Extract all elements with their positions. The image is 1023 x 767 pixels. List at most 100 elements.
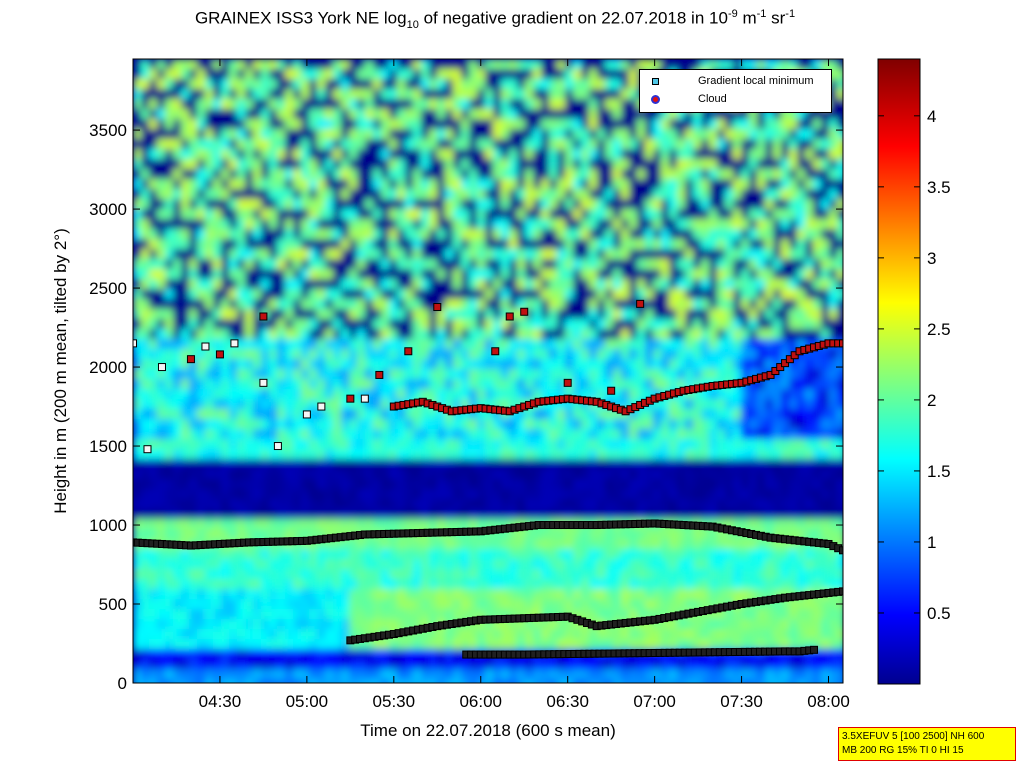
heatmap-cell (557, 89, 566, 100)
heatmap-cell (573, 359, 582, 370)
heatmap-cell (341, 329, 350, 340)
heatmap-cell (613, 489, 622, 500)
heatmap-cell (829, 399, 838, 410)
heatmap-cell (197, 609, 206, 620)
heatmap-cell (485, 329, 494, 340)
heatmap-cell (541, 359, 550, 370)
heatmap-cell (341, 449, 350, 460)
heatmap-cell (429, 249, 438, 260)
heatmap-cell (189, 569, 198, 580)
heatmap-cell (797, 329, 806, 340)
heatmap-cell (317, 319, 326, 330)
heatmap-cell (677, 209, 686, 220)
heatmap-cell (629, 549, 638, 560)
heatmap-cell (837, 559, 843, 570)
heatmap-cell (653, 229, 662, 240)
heatmap-cell (573, 249, 582, 260)
heatmap-cell (517, 159, 526, 170)
heatmap-cell (557, 449, 566, 460)
heatmap-cell (365, 199, 374, 210)
heatmap-cell (165, 349, 174, 360)
heatmap-cell (229, 469, 238, 480)
heatmap-cell (709, 259, 718, 270)
heatmap-cell (701, 189, 710, 200)
heatmap-cell (493, 609, 502, 620)
heatmap-cell (477, 309, 486, 320)
heatmap-cell (429, 569, 438, 580)
heatmap-cell (309, 429, 318, 440)
heatmap-cell (549, 379, 558, 390)
heatmap-cell (197, 349, 206, 360)
heatmap-cell (837, 79, 843, 90)
heatmap-cell (309, 369, 318, 380)
heatmap-cell (645, 259, 654, 270)
heatmap-cell (221, 209, 230, 220)
heatmap-cell (141, 409, 150, 420)
heatmap-cell (373, 469, 382, 480)
heatmap-cell (821, 309, 830, 320)
heatmap-cell (349, 89, 358, 100)
heatmap-cell (581, 509, 590, 520)
heatmap-cell (533, 559, 542, 570)
heatmap-cell (293, 289, 302, 300)
heatmap-cell (621, 539, 630, 550)
heatmap-cell (229, 349, 238, 360)
heatmap-cell (677, 139, 686, 150)
heatmap-cell (525, 69, 534, 80)
heatmap-cell (261, 119, 270, 130)
heatmap-cell (413, 369, 422, 380)
heatmap-cell (213, 309, 222, 320)
heatmap-cell (149, 159, 158, 170)
heatmap-cell (805, 219, 814, 230)
heatmap-cell (781, 289, 790, 300)
heatmap-cell (285, 289, 294, 300)
heatmap-cell (773, 599, 782, 610)
heatmap-cell (349, 129, 358, 140)
heatmap-cell (221, 129, 230, 140)
heatmap-cell (157, 119, 166, 130)
heatmap-cell (701, 339, 710, 350)
heatmap-cell (661, 179, 670, 190)
heatmap-cell (253, 149, 262, 160)
heatmap-cell (541, 599, 550, 610)
heatmap-cell (485, 149, 494, 160)
heatmap-cell (357, 309, 366, 320)
heatmap-cell (581, 389, 590, 400)
heatmap-cell (309, 519, 318, 530)
heatmap-cell (629, 599, 638, 610)
heatmap-cell (709, 449, 718, 460)
heatmap-cell (709, 199, 718, 210)
heatmap-cell (365, 229, 374, 240)
heatmap-cell (309, 279, 318, 290)
heatmap-cell (285, 489, 294, 500)
heatmap-cell (725, 419, 734, 430)
heatmap-cell (277, 129, 286, 140)
heatmap-cell (461, 259, 470, 270)
heatmap-cell (653, 289, 662, 300)
heatmap-cell (733, 239, 742, 250)
heatmap-cell (213, 589, 222, 600)
heatmap-cell (205, 389, 214, 400)
heatmap-cell (501, 569, 510, 580)
heatmap-cell (277, 149, 286, 160)
heatmap-cell (213, 209, 222, 220)
heatmap-cell (733, 159, 742, 170)
heatmap-cell (269, 389, 278, 400)
heatmap-cell (277, 469, 286, 480)
heatmap-cell (261, 399, 270, 410)
heatmap-cell (141, 619, 150, 630)
heatmap-cell (181, 459, 190, 470)
heatmap-cell (453, 359, 462, 370)
heatmap-cell (245, 509, 254, 520)
heatmap-cell (413, 569, 422, 580)
heatmap-cell (549, 409, 558, 420)
heatmap-cell (501, 279, 510, 290)
heatmap-cell (181, 509, 190, 520)
heatmap-cell (229, 389, 238, 400)
heatmap-cell (149, 559, 158, 570)
heatmap-cell (149, 479, 158, 490)
heatmap-cell (829, 89, 838, 100)
heatmap-cell (733, 329, 742, 340)
heatmap-cell (581, 349, 590, 360)
heatmap-cell (333, 339, 342, 350)
